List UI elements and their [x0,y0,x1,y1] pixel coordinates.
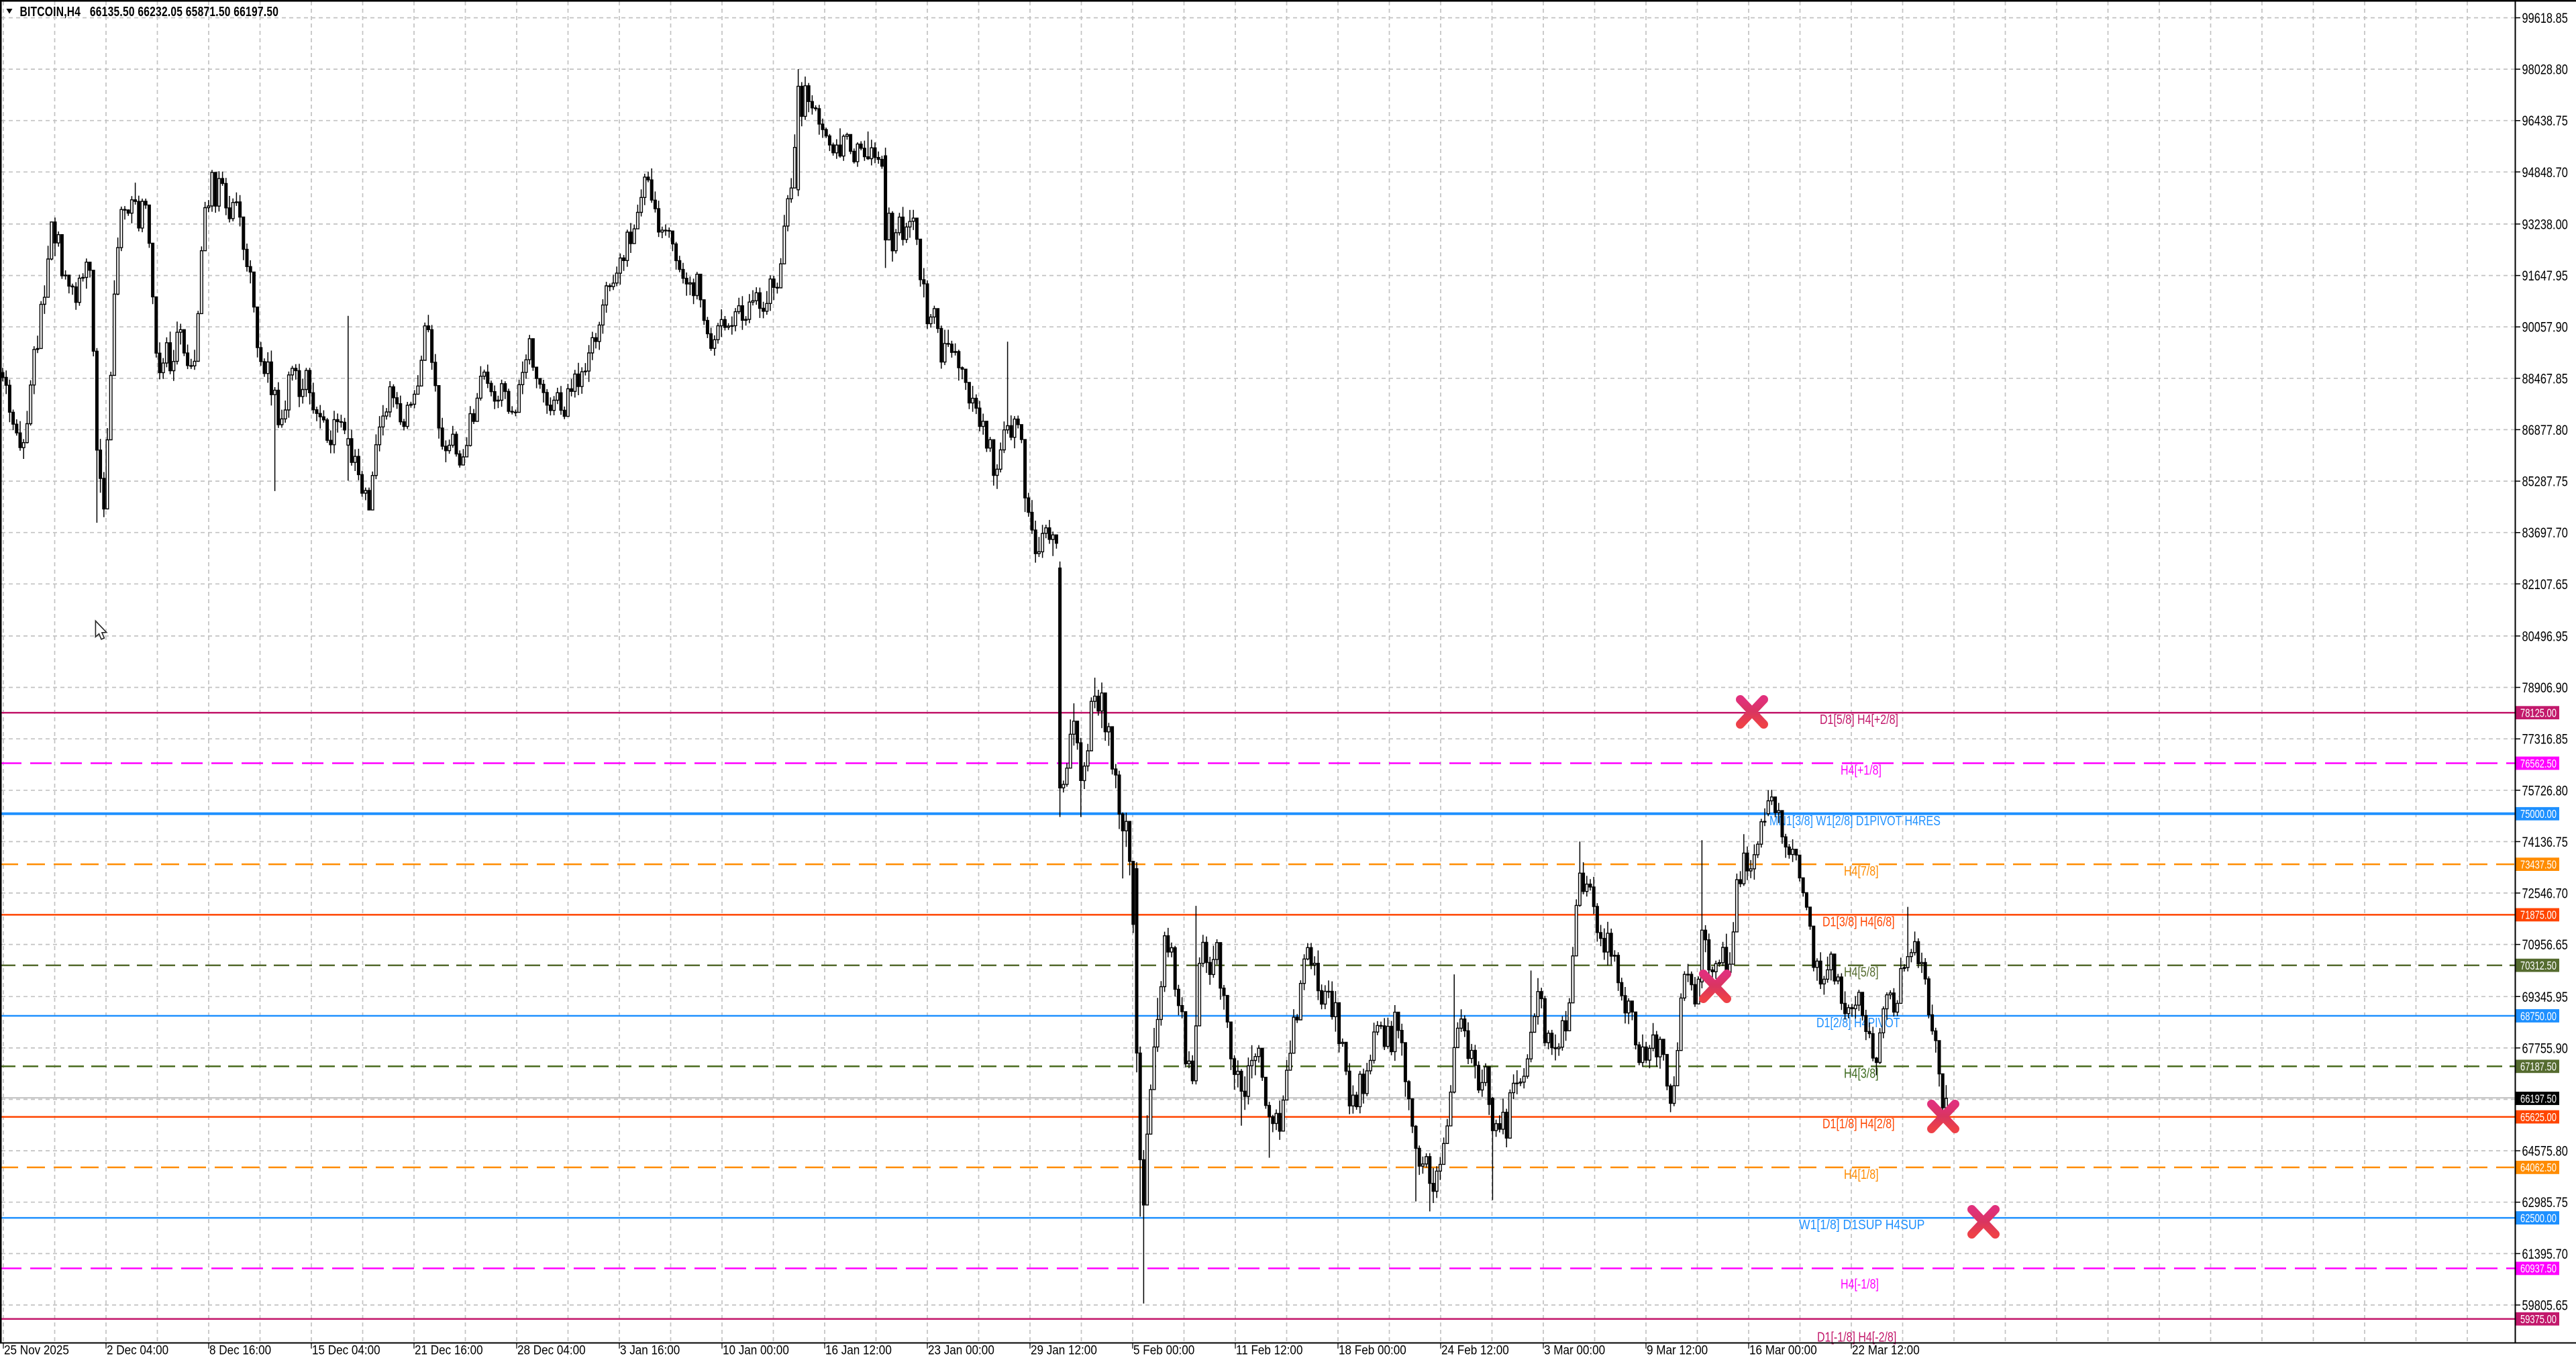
svg-text:10 Jan 00:00: 10 Jan 00:00 [723,1343,789,1356]
svg-text:3 Jan 16:00: 3 Jan 16:00 [620,1343,680,1356]
svg-text:78906.90: 78906.90 [2522,680,2568,695]
svg-text:W1[1/8] D1SUP H4SUP: W1[1/8] D1SUP H4SUP [1799,1217,1924,1232]
svg-text:98028.80: 98028.80 [2522,62,2568,77]
svg-text:59805.65: 59805.65 [2522,1298,2568,1313]
svg-text:H4[5/8]: H4[5/8] [1844,965,1879,980]
svg-text:64575.80: 64575.80 [2522,1143,2568,1159]
svg-text:15 Dec 04:00: 15 Dec 04:00 [312,1343,380,1356]
svg-text:85287.75: 85287.75 [2522,474,2568,489]
svg-text:16 Mar 00:00: 16 Mar 00:00 [1749,1343,1817,1356]
svg-text:3 Mar 00:00: 3 Mar 00:00 [1544,1343,1605,1356]
svg-text:23 Jan 00:00: 23 Jan 00:00 [928,1343,994,1356]
svg-text:29 Jan 12:00: 29 Jan 12:00 [1031,1343,1097,1356]
svg-text:28 Dec 04:00: 28 Dec 04:00 [517,1343,586,1356]
svg-text:66197.50: 66197.50 [2520,1093,2557,1106]
svg-text:H4[1/8]: H4[1/8] [1844,1167,1879,1182]
svg-text:2 Dec 04:00: 2 Dec 04:00 [107,1343,168,1356]
svg-text:D1[-1/8] H4[-2/8]: D1[-1/8] H4[-2/8] [1817,1330,1896,1345]
svg-text:11 Feb 12:00: 11 Feb 12:00 [1236,1343,1302,1356]
svg-text:59375.00: 59375.00 [2520,1313,2557,1326]
svg-text:90057.90: 90057.90 [2522,319,2568,335]
svg-text:D1[2/8] H4PIVOT: D1[2/8] H4PIVOT [1816,1015,1900,1030]
svg-text:8 Dec 16:00: 8 Dec 16:00 [209,1343,271,1356]
svg-text:86877.80: 86877.80 [2522,422,2568,437]
svg-text:67187.50: 67187.50 [2520,1061,2557,1074]
svg-text:62985.75: 62985.75 [2522,1194,2568,1210]
svg-text:83697.70: 83697.70 [2522,525,2568,540]
svg-text:5 Feb 00:00: 5 Feb 00:00 [1133,1343,1194,1356]
svg-text:18 Feb 00:00: 18 Feb 00:00 [1339,1343,1406,1356]
svg-text:22 Mar 12:00: 22 Mar 12:00 [1852,1343,1920,1356]
svg-text:75726.80: 75726.80 [2522,782,2568,798]
svg-text:67755.90: 67755.90 [2522,1040,2568,1055]
svg-text:16 Jan 12:00: 16 Jan 12:00 [825,1343,892,1356]
svg-text:24 Feb 12:00: 24 Feb 12:00 [1441,1343,1509,1356]
svg-text:78125.00: 78125.00 [2520,707,2557,720]
svg-text:91647.95: 91647.95 [2522,268,2568,283]
svg-text:D1[3/8] H4[6/8]: D1[3/8] H4[6/8] [1822,915,1895,929]
svg-text:BITCOIN,H4 66135.50 66232.05: BITCOIN,H4 66135.50 66232.05 65871.50 66… [20,4,279,19]
svg-text:62500.00: 62500.00 [2520,1212,2557,1225]
svg-text:73437.50: 73437.50 [2520,859,2557,872]
svg-text:D1[1/8] H4[2/8]: D1[1/8] H4[2/8] [1822,1116,1895,1131]
svg-text:76562.50: 76562.50 [2520,758,2557,770]
svg-text:H4[-1/8]: H4[-1/8] [1841,1277,1879,1292]
svg-text:93238.00: 93238.00 [2522,216,2568,231]
svg-text:99618.85: 99618.85 [2522,10,2568,25]
svg-text:77316.85: 77316.85 [2522,731,2568,747]
svg-text:60937.50: 60937.50 [2520,1263,2557,1275]
svg-text:82107.65: 82107.65 [2522,576,2568,592]
svg-text:H4[7/8]: H4[7/8] [1844,864,1879,878]
svg-text:65625.00: 65625.00 [2520,1111,2557,1124]
svg-text:74136.75: 74136.75 [2522,834,2568,849]
svg-text:61395.70: 61395.70 [2522,1246,2568,1261]
svg-text:96438.75: 96438.75 [2522,113,2568,128]
svg-text:21 Dec 16:00: 21 Dec 16:00 [415,1343,483,1356]
svg-text:72546.70: 72546.70 [2522,886,2568,901]
svg-text:75000.00: 75000.00 [2520,808,2557,821]
svg-text:68750.00: 68750.00 [2520,1010,2557,1023]
svg-text:64062.50: 64062.50 [2520,1161,2557,1174]
svg-text:80496.95: 80496.95 [2522,628,2568,643]
svg-text:25 Nov 2025: 25 Nov 2025 [4,1343,69,1356]
svg-text:88467.85: 88467.85 [2522,370,2568,386]
svg-text:70956.65: 70956.65 [2522,937,2568,952]
svg-text:70312.50: 70312.50 [2520,959,2557,972]
svg-text:69345.95: 69345.95 [2522,989,2568,1004]
svg-text:9 Mar 12:00: 9 Mar 12:00 [1647,1343,1708,1356]
svg-text:H4[3/8]: H4[3/8] [1844,1066,1879,1081]
svg-text:D1[5/8] H4[+2/8]: D1[5/8] H4[+2/8] [1820,713,1898,727]
svg-text:71875.00: 71875.00 [2520,909,2557,922]
svg-text:H4[+1/8]: H4[+1/8] [1841,763,1882,778]
svg-text:94848.70: 94848.70 [2522,164,2568,180]
svg-text:MN1[3/8] W1[2/8] D1PIVOT H4RES: MN1[3/8] W1[2/8] D1PIVOT H4RES [1769,813,1941,828]
